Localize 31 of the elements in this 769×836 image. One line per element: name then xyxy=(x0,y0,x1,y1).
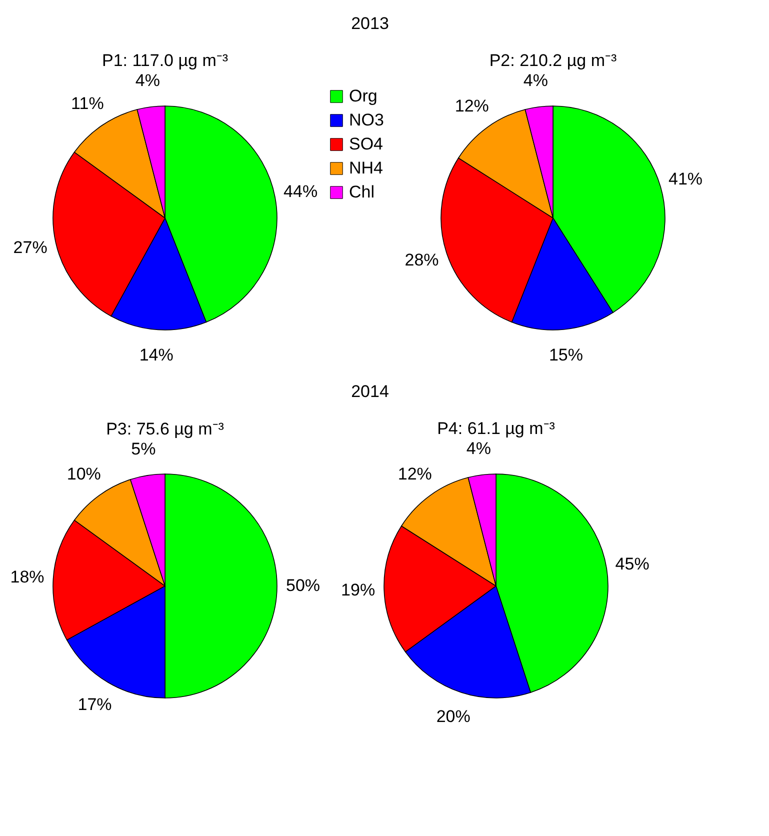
data-label: 11% xyxy=(71,94,104,113)
data-label: 20% xyxy=(436,707,470,726)
data-label: 27% xyxy=(13,238,48,258)
text: 2013 xyxy=(351,14,389,33)
data-label: 10% xyxy=(66,464,101,484)
data-label: 18% xyxy=(10,567,44,586)
data-label: 4% xyxy=(135,71,160,90)
legend-label: Chl xyxy=(349,182,375,202)
data-label: 19% xyxy=(341,580,376,600)
chart-title: P4: 61.1 µg m⁻³ xyxy=(437,419,556,438)
legend-label: NO3 xyxy=(349,110,384,130)
legend-label: Org xyxy=(349,86,378,106)
chart-title: P3: 75.6 µg m⁻³ xyxy=(106,420,224,439)
data-label: 4% xyxy=(523,71,548,90)
data-label: 41% xyxy=(668,170,703,188)
data-label: 17% xyxy=(78,694,112,714)
chart-title: P1: 117.0 µg m⁻³ xyxy=(102,51,228,70)
text: 2014 xyxy=(351,382,389,401)
data-label: 4% xyxy=(466,439,491,458)
legend-label: NH4 xyxy=(349,158,384,178)
data-label: 28% xyxy=(404,250,439,270)
data-label: 45% xyxy=(615,554,650,574)
data-label: 15% xyxy=(548,345,584,364)
data-label: 5% xyxy=(131,440,156,459)
data-label: 12% xyxy=(454,96,489,116)
data-label: 14% xyxy=(139,346,174,365)
chart-title: P2: 210.2 µg m⁻³ xyxy=(489,51,617,70)
data-label: 12% xyxy=(398,464,432,484)
data-label: 50% xyxy=(286,576,320,595)
legend-label: SO4 xyxy=(349,134,384,154)
data-label: 44% xyxy=(284,182,318,202)
